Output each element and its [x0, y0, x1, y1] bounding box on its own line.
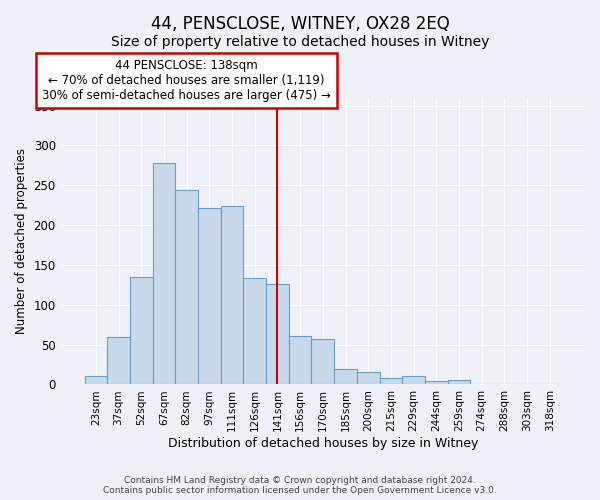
Text: Size of property relative to detached houses in Witney: Size of property relative to detached ho… — [111, 35, 489, 49]
Bar — [175, 190, 198, 384]
Bar — [311, 339, 334, 384]
X-axis label: Distribution of detached houses by size in Witney: Distribution of detached houses by size … — [167, 437, 478, 450]
Bar — [380, 378, 402, 384]
Bar — [85, 376, 107, 384]
Bar — [107, 336, 130, 384]
Bar — [448, 380, 470, 384]
Bar — [357, 372, 380, 384]
Bar — [130, 277, 152, 384]
Bar — [198, 208, 221, 384]
Y-axis label: Number of detached properties: Number of detached properties — [15, 148, 28, 334]
Text: 44, PENSCLOSE, WITNEY, OX28 2EQ: 44, PENSCLOSE, WITNEY, OX28 2EQ — [151, 15, 449, 33]
Bar — [152, 163, 175, 384]
Text: 44 PENSCLOSE: 138sqm
← 70% of detached houses are smaller (1,119)
30% of semi-de: 44 PENSCLOSE: 138sqm ← 70% of detached h… — [42, 58, 331, 102]
Bar — [425, 382, 448, 384]
Bar — [244, 278, 266, 384]
Bar — [221, 206, 244, 384]
Bar — [402, 376, 425, 384]
Text: Contains HM Land Registry data © Crown copyright and database right 2024.
Contai: Contains HM Land Registry data © Crown c… — [103, 476, 497, 495]
Bar — [289, 336, 311, 384]
Bar — [334, 370, 357, 384]
Bar — [266, 284, 289, 384]
